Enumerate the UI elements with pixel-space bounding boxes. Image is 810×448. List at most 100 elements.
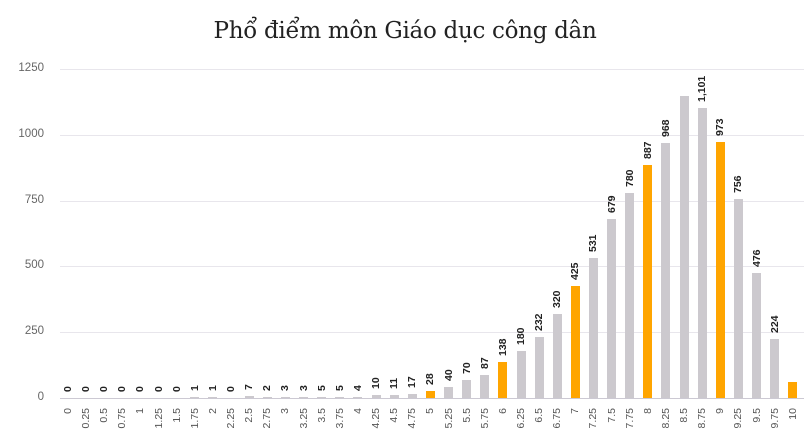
bar-value-label: 2 (261, 385, 274, 391)
bar-value-label: 320 (551, 290, 564, 308)
bar-8.75[interactable] (697, 108, 707, 398)
x-tick-label: 4.75 (406, 408, 419, 429)
x-tick-label: 2.25 (225, 408, 238, 429)
bar-6.75[interactable] (552, 313, 562, 398)
x-axis-line (60, 398, 804, 399)
bar-5.25[interactable] (444, 387, 454, 398)
x-tick-label: 4 (351, 408, 364, 414)
y-tick-label: 1000 (18, 127, 44, 140)
bar-5[interactable] (425, 390, 435, 398)
y-tick-label: 500 (24, 259, 44, 272)
bar-value-label: 180 (515, 327, 527, 345)
gridline (60, 200, 804, 202)
bar-4.25[interactable] (371, 395, 381, 398)
bar-value-label: 425 (569, 262, 582, 281)
bar-6.25[interactable] (516, 350, 526, 398)
bar-value-label: 0 (134, 386, 147, 392)
bar-7.5[interactable] (607, 219, 617, 398)
bar-9.25[interactable] (733, 199, 743, 398)
bar-value-label: 138 (496, 338, 509, 356)
bar-2.75[interactable] (262, 397, 272, 398)
x-tick-label: 1 (134, 408, 147, 414)
bar-7.75[interactable] (625, 192, 635, 398)
bar-5.75[interactable] (480, 375, 490, 398)
x-tick-label: 7.75 (623, 408, 636, 429)
bar-value-label: 5 (315, 384, 328, 391)
bar-value-label: 232 (533, 313, 546, 331)
bar-value-label: 1 (188, 385, 201, 391)
bar-8[interactable] (643, 164, 653, 398)
bar-value-label: 0 (170, 386, 183, 392)
x-tick-label: 2.5 (243, 408, 256, 423)
bar-value-label: 4 (351, 385, 364, 391)
bar-value-label: 0 (152, 386, 165, 392)
bar-value-label: 0 (62, 386, 74, 392)
bar-6.5[interactable] (534, 336, 544, 398)
y-tick-label: 0 (37, 391, 44, 403)
x-tick-label: 5.25 (442, 408, 455, 429)
bar-value-label: 7 (243, 384, 256, 391)
bar-value-label: 3 (279, 385, 292, 391)
bar-value-label: 476 (750, 249, 763, 267)
x-tick-label: 0.25 (80, 408, 93, 429)
bar-value-label: 11 (388, 377, 401, 390)
bar-value-label: 887 (641, 141, 654, 159)
bar-5.5[interactable] (462, 379, 472, 398)
bar-value-label: 0 (80, 386, 93, 392)
bar-9[interactable] (715, 141, 725, 398)
x-tick-label: 4.25 (370, 408, 383, 429)
x-tick-label: 0.75 (116, 408, 129, 429)
x-tick-label: 8.5 (678, 408, 691, 423)
bar-9.5[interactable] (752, 272, 762, 398)
bar-10[interactable] (788, 381, 798, 398)
x-tick-label: 5 (424, 408, 437, 414)
bar-8.5[interactable] (679, 96, 689, 398)
bar-7.25[interactable] (588, 258, 598, 398)
bar-value-label: 10 (370, 377, 383, 390)
bar-2[interactable] (208, 397, 218, 398)
bar-value-label: 0 (225, 386, 238, 392)
bar-8.25[interactable] (661, 143, 671, 398)
x-tick-label: 3.5 (315, 408, 328, 423)
bar-value-label: 70 (460, 361, 473, 374)
bar-value-label: 5 (333, 384, 346, 391)
gridline (60, 69, 804, 70)
bar-value-label: 3 (297, 385, 310, 391)
bar-value-label: 1,101 (696, 75, 709, 103)
bar-value-label: 780 (623, 169, 636, 187)
bar-4[interactable] (353, 396, 363, 398)
gridline (60, 266, 804, 268)
bar-1.75[interactable] (190, 397, 200, 398)
bar-3.25[interactable] (299, 397, 309, 398)
bar-value-label: 0 (116, 386, 129, 392)
x-tick-label: 2 (206, 408, 219, 414)
bar-3.75[interactable] (335, 396, 345, 398)
bar-value-label: 17 (406, 375, 419, 388)
bar-9.75[interactable] (770, 339, 780, 398)
bar-value-label: 224 (768, 315, 781, 334)
x-tick-label: 1.75 (188, 408, 201, 429)
x-tick-label: 8.25 (659, 408, 672, 429)
bar-4.5[interactable] (389, 395, 399, 398)
bar-3.5[interactable] (317, 396, 327, 398)
x-tick-label: 10 (786, 408, 799, 420)
bar-3[interactable] (280, 397, 290, 398)
bar-6[interactable] (498, 361, 508, 398)
x-tick-label: 7.5 (605, 408, 618, 423)
x-tick-label: 9.75 (768, 408, 781, 429)
x-tick-label: 4.5 (388, 408, 401, 423)
y-tick-label: 750 (24, 193, 44, 206)
x-tick-label: 5.75 (478, 408, 491, 429)
bar-4.75[interactable] (407, 393, 417, 398)
y-tick-label: 250 (24, 325, 44, 338)
x-tick-label: 9 (714, 408, 727, 414)
x-tick-label: 3 (279, 408, 292, 414)
bar-2.5[interactable] (244, 396, 254, 398)
bar-7[interactable] (570, 286, 580, 398)
y-tick-label: 1250 (18, 62, 44, 74)
bar-value-label: 968 (659, 119, 672, 138)
x-tick-label: 9.25 (732, 408, 745, 429)
x-tick-label: 2.75 (261, 408, 274, 429)
x-tick-label: 3.25 (297, 408, 310, 429)
